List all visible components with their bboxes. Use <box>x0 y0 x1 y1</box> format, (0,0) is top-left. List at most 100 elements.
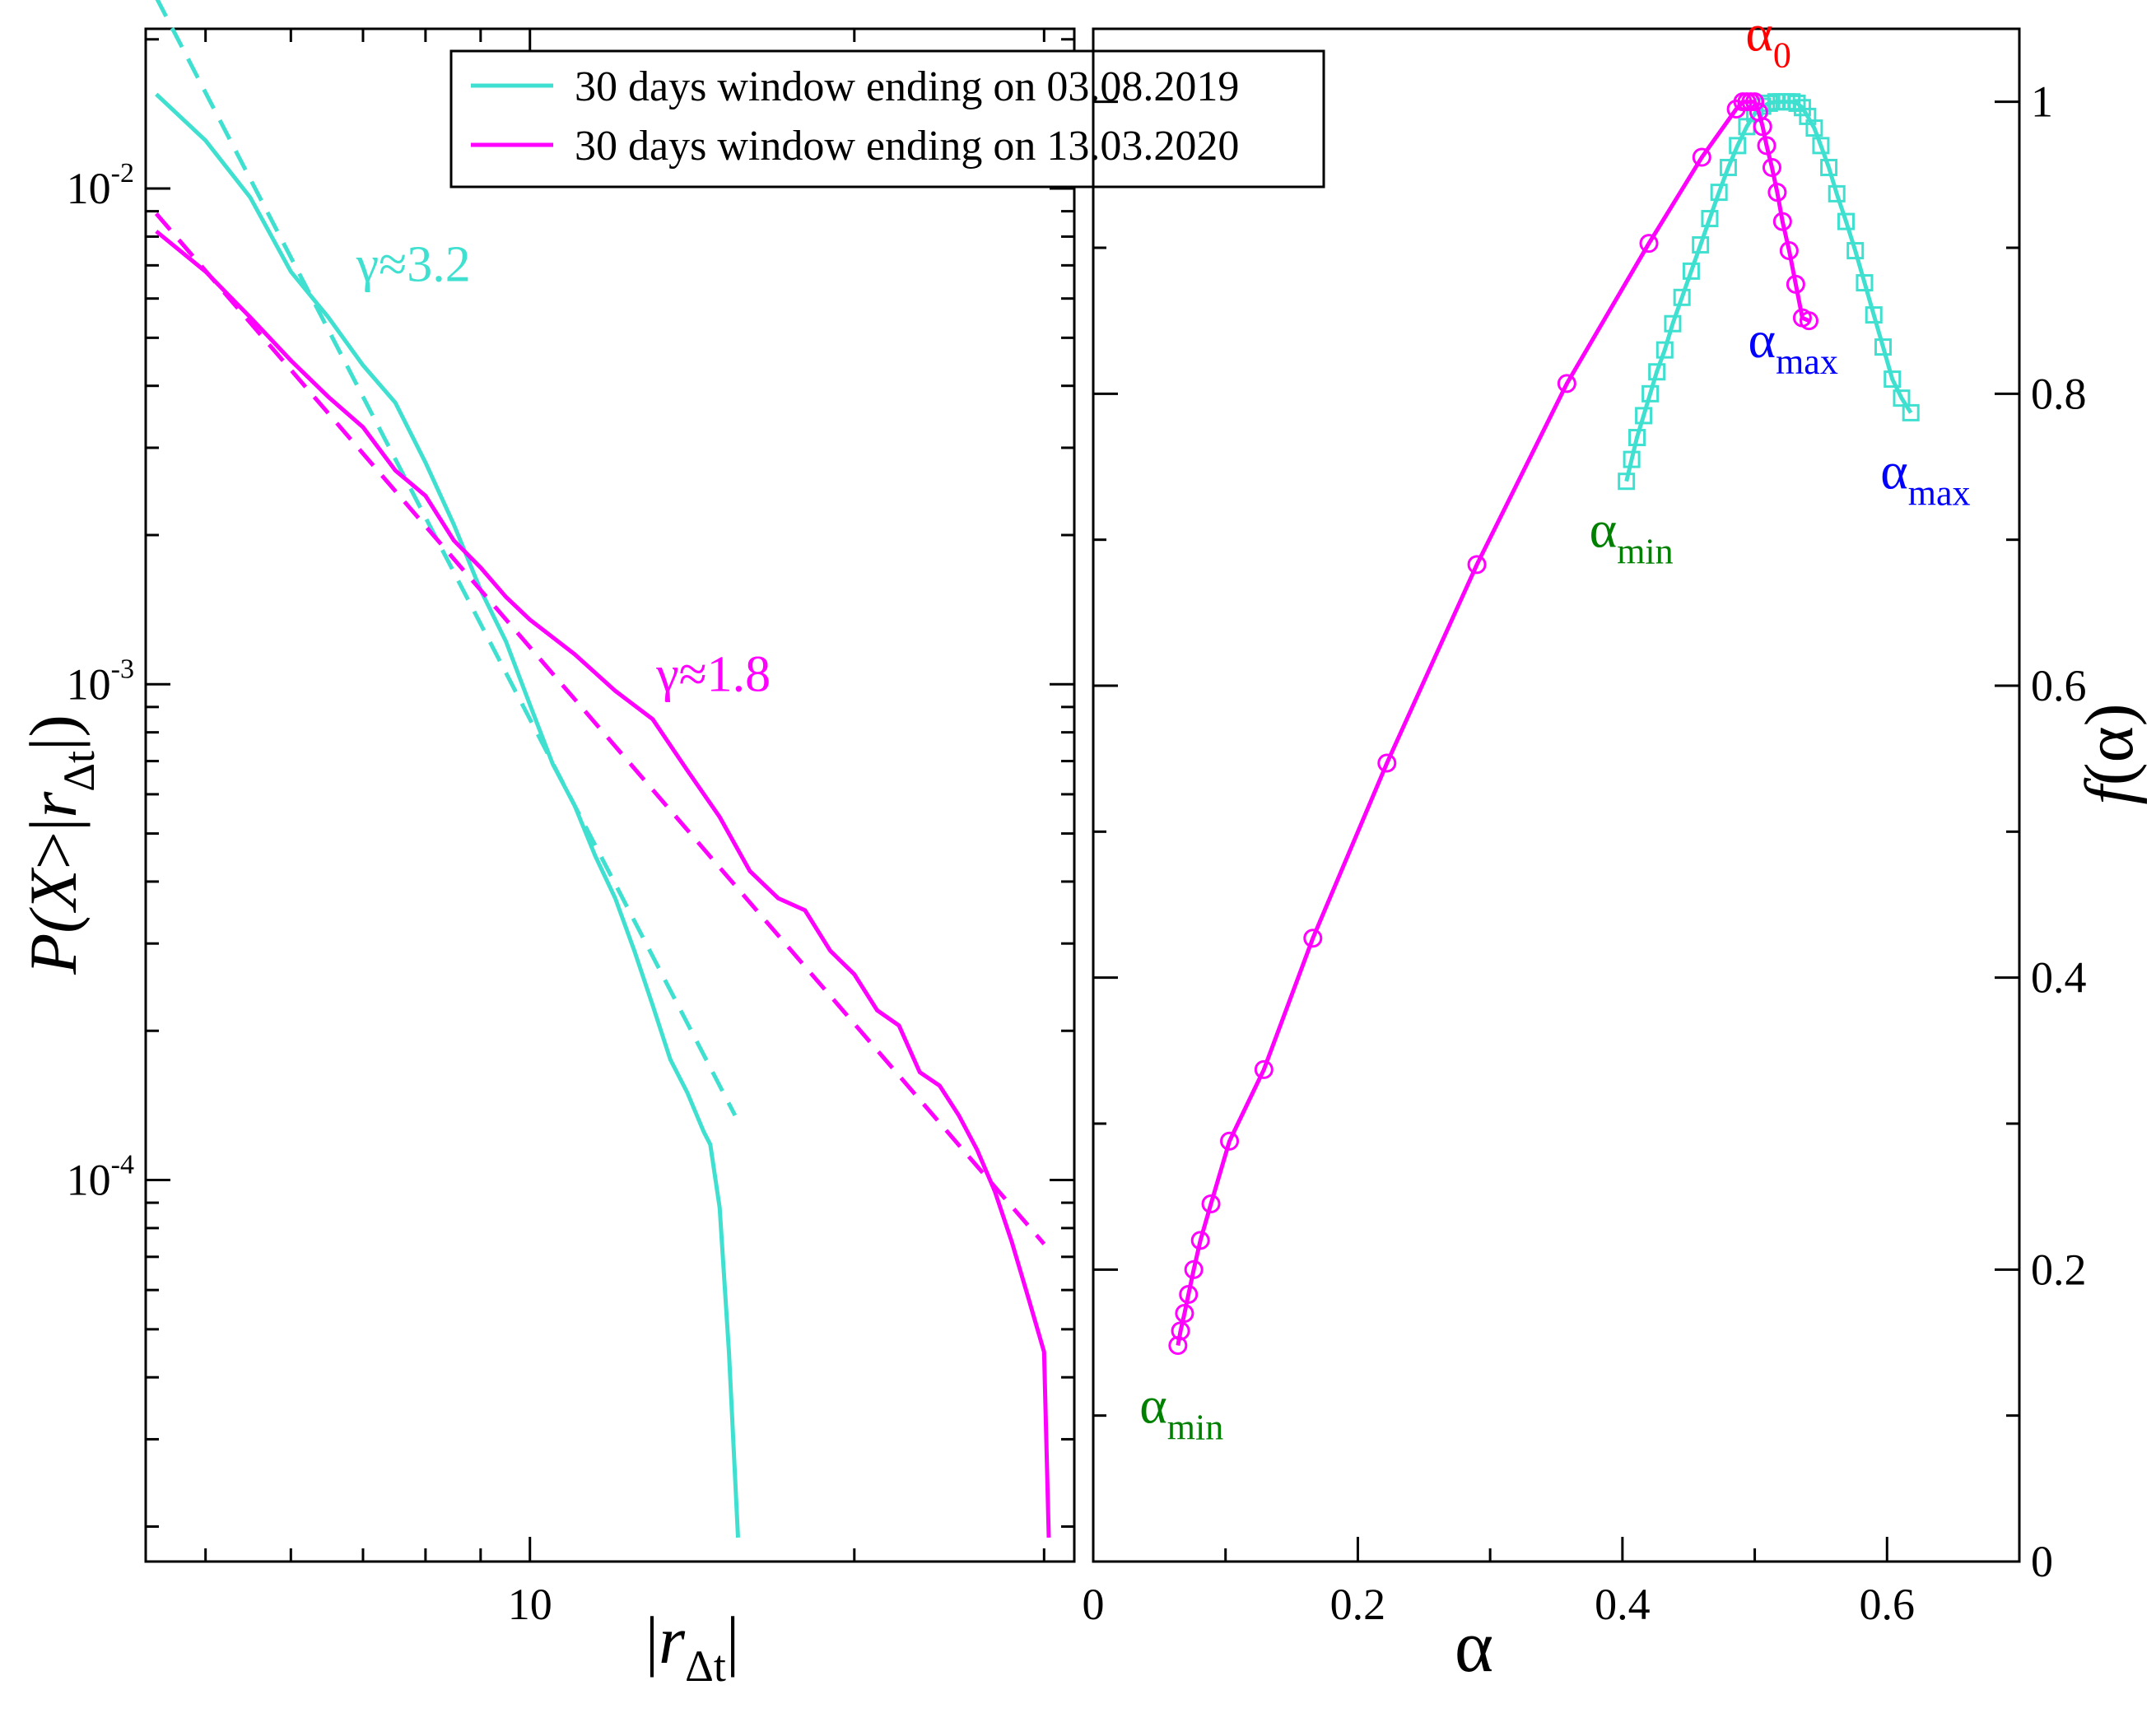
right-panel-spectrum: 0 0.2 0.4 0.600.20.40.60.81 α0αmaxαmaxαminα… <box>1083 4 2149 1687</box>
svg-text:P(X>|rΔt|): P(X>|rΔt|) <box>16 715 104 975</box>
spectrum-point <box>1783 93 1801 111</box>
spectrum-point <box>1220 1131 1240 1151</box>
spectrum-point <box>1762 157 1781 177</box>
spectrum-point <box>1865 306 1883 324</box>
right-plot-frame <box>1092 27 2021 1563</box>
spectrum-point <box>1893 389 1911 407</box>
spectrum-point <box>1753 117 1772 137</box>
gamma-annotation: γ≈1.8 <box>655 646 771 702</box>
legend-label: 30 days window ending on 13.03.2020 <box>575 123 1239 170</box>
left-y-axis-title: P(X>|rΔt|) <box>16 715 104 975</box>
spectrum-point <box>1837 212 1855 230</box>
spectrum-point <box>1692 147 1711 167</box>
spectrum-point <box>1664 314 1682 333</box>
left-x-tick-label: 10 <box>508 1580 552 1629</box>
right-axis-ticks: 0 0.2 0.4 0.6 0 0.2 0.4 0.6 0.8 1 <box>1083 77 2087 1629</box>
right-x-tick-label: 0 <box>1083 1580 1105 1629</box>
spectrum-point <box>1793 99 1811 117</box>
spectrum-point <box>1635 407 1653 425</box>
left-x-axis-title: |rΔt| <box>645 1603 740 1691</box>
spectrum-point <box>1788 94 1806 112</box>
spectrum-point <box>1175 1304 1194 1324</box>
left-series <box>154 0 1051 1538</box>
spectrum-point <box>1692 235 1710 254</box>
alpha-annotation: αmin <box>1139 1376 1223 1448</box>
right-y-tick-label: 1 <box>2031 77 2053 127</box>
spectrum-point <box>1767 183 1787 202</box>
spectrum-point <box>1710 184 1728 202</box>
spectrum-point <box>1467 555 1487 575</box>
right-y-tick-label: 0.4 <box>2031 953 2087 1003</box>
right-axis-labels: α f(α) <box>1455 703 2148 1687</box>
spectrum-point <box>1856 274 1874 292</box>
legend: 30 days window ending on 03.08.2019 30 da… <box>449 49 1325 189</box>
spectrum-point <box>1772 212 1792 231</box>
spectrum-point <box>1701 210 1719 228</box>
spectrum-point <box>1828 184 1846 202</box>
spectrum-point <box>1719 158 1737 176</box>
spectrum-point <box>1303 929 1323 948</box>
right-y-axis-title: f(α) <box>2071 703 2148 804</box>
right-x-axis-title: α <box>1455 1606 1493 1687</box>
gamma-annotation: γ≈3.2 <box>356 237 471 293</box>
spectrum-point <box>1655 341 1674 359</box>
spectrum-point <box>1648 363 1666 381</box>
spectrum-point <box>1673 288 1691 306</box>
spectrum-point <box>1902 403 1920 421</box>
spectrum-point <box>1805 119 1823 137</box>
spectrum-point <box>1682 262 1700 280</box>
alpha-annotation: αmin <box>1590 500 1674 572</box>
spectrum-point <box>1179 1284 1199 1304</box>
spectrum-point <box>1623 450 1641 468</box>
spectrum-point <box>1168 1336 1188 1356</box>
spectrum-point <box>1557 374 1576 393</box>
spectrum-point <box>1377 753 1397 773</box>
right-annotations: α0 αmax αmax αmin αmin <box>1139 4 1970 1448</box>
ccdf-line <box>155 230 1051 1538</box>
right-y-tick-label: 0.8 <box>2031 369 2087 418</box>
spectrum-point <box>1779 241 1799 261</box>
spectrum-point <box>1884 370 1902 389</box>
right-series <box>1168 92 1920 1356</box>
left-y-tick-label: 10-2 <box>67 158 134 213</box>
alpha-annotation: α0 <box>1745 4 1791 76</box>
alpha-annotation: αmax <box>1749 310 1838 382</box>
left-axis-ticks: 10 10-2 10-3 10-4 <box>67 29 1074 1629</box>
fit-line <box>155 0 738 1117</box>
left-annotations: γ≈3.2 γ≈1.8 <box>356 237 771 703</box>
ccdf-line <box>155 92 740 1538</box>
left-axis-labels: |rΔt| P(X>|rΔt|) <box>16 715 739 1691</box>
spectrum-point <box>1846 242 1865 260</box>
svg-text:f(α): f(α) <box>2071 703 2148 804</box>
fit-line <box>154 212 1046 1245</box>
spectrum-point <box>1639 234 1659 254</box>
legend-label: 30 days window ending on 03.08.2019 <box>575 63 1239 110</box>
right-y-tick-label: 0.6 <box>2031 661 2087 710</box>
left-y-tick-label: 10-3 <box>67 654 134 709</box>
spectrum-point <box>1786 274 1805 294</box>
right-x-tick-label: 0.6 <box>1860 1580 1916 1629</box>
spectrum-point <box>1812 137 1830 155</box>
spectrum-point <box>1799 311 1818 331</box>
right-y-tick-label: 0.2 <box>2031 1245 2087 1294</box>
spectrum-point <box>1628 429 1646 447</box>
spectrum-point <box>1254 1059 1274 1079</box>
spectrum-point <box>1874 338 1892 356</box>
spectrum-point <box>1171 1321 1190 1341</box>
left-panel-ccdf: 10 10-2 10-3 10-4 γ≈3.2 γ≈1.8 |rΔt| P(X>|rΔt|… <box>16 0 1325 1691</box>
spectrum-point <box>1184 1259 1204 1279</box>
spectrum-point <box>1729 137 1747 155</box>
spectrum-point <box>1641 384 1660 403</box>
right-x-tick-label: 0.4 <box>1595 1580 1651 1629</box>
spectrum-point <box>1820 158 1838 176</box>
legend-box <box>449 49 1325 189</box>
left-y-tick-label: 10-4 <box>67 1150 134 1205</box>
right-y-tick-label: 0 <box>2031 1537 2053 1586</box>
spectrum-point <box>1201 1194 1221 1214</box>
spectrum-point <box>1757 136 1776 156</box>
spectrum-point <box>1745 92 1765 112</box>
spectrum-point <box>1618 472 1636 491</box>
right-x-tick-label: 0.2 <box>1330 1580 1386 1629</box>
spectrum-line <box>1176 100 1810 1346</box>
